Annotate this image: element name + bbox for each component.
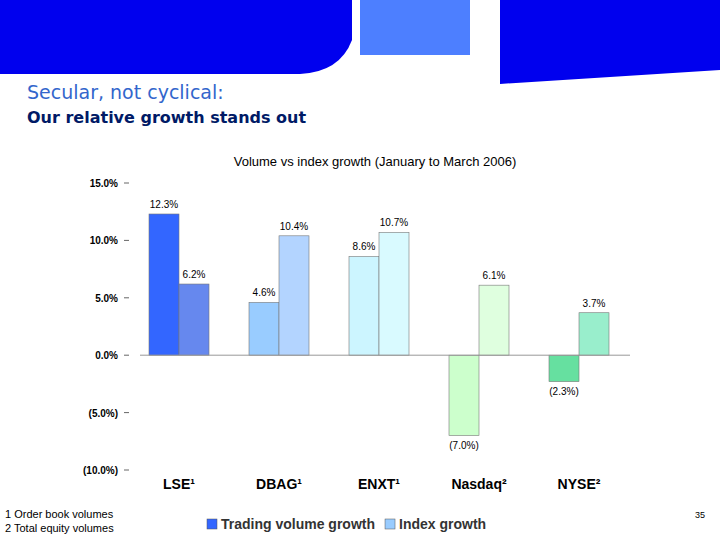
header-shape xyxy=(0,0,352,74)
header-shape xyxy=(500,0,720,84)
footnote: 1 Order book volumes xyxy=(5,508,114,520)
bar xyxy=(149,214,179,355)
category-label: LSE¹ xyxy=(163,476,195,492)
data-label: 8.6% xyxy=(353,241,376,252)
page-number: 35 xyxy=(695,510,705,520)
data-label: (7.0%) xyxy=(449,440,478,451)
data-label: 12.3% xyxy=(150,199,178,210)
y-tick-label: 10.0% xyxy=(90,235,118,246)
data-label: 10.4% xyxy=(280,221,308,232)
slide: Secular, not cyclical: Our relative growt… xyxy=(0,0,720,540)
data-label: 4.6% xyxy=(253,287,276,298)
legend-swatch xyxy=(385,519,395,529)
data-label: 3.7% xyxy=(583,298,606,309)
y-tick xyxy=(124,412,129,413)
heading: Secular, not cyclical: xyxy=(27,81,224,103)
data-label: 10.7% xyxy=(380,217,408,228)
legend-label: Index growth xyxy=(399,516,486,532)
bar xyxy=(279,236,309,355)
bar xyxy=(249,302,279,355)
chart-title: Volume vs index growth (January to March… xyxy=(234,154,517,169)
category-label: Nasdaq² xyxy=(451,476,507,492)
bar xyxy=(579,313,609,355)
y-tick xyxy=(124,240,129,241)
bar xyxy=(479,285,509,355)
y-tick xyxy=(124,183,129,184)
header-shape xyxy=(360,0,470,55)
legend-label: Trading volume growth xyxy=(221,516,375,532)
category-label: DBAG¹ xyxy=(256,476,302,492)
bar xyxy=(379,232,409,355)
y-tick-label: 5.0% xyxy=(95,293,118,304)
bars xyxy=(149,214,609,436)
y-tick xyxy=(124,470,129,471)
footnote: 2 Total equity volumes xyxy=(5,522,114,534)
baseline xyxy=(140,355,630,356)
bar xyxy=(179,284,209,355)
category-label: NYSE² xyxy=(558,476,601,492)
bar xyxy=(349,256,379,355)
y-tick-label: (5.0%) xyxy=(89,408,118,419)
data-label: 6.1% xyxy=(483,270,506,281)
subheading: Our relative growth stands out xyxy=(27,108,306,127)
y-tick xyxy=(124,355,129,356)
data-label: (2.3%) xyxy=(549,386,578,397)
y-tick xyxy=(124,297,129,298)
bar xyxy=(549,355,579,381)
legend-swatch xyxy=(207,519,217,529)
y-tick-label: (10.0%) xyxy=(83,465,118,476)
bar xyxy=(449,355,479,435)
category-label: ENXT¹ xyxy=(358,476,400,492)
y-tick-label: 15.0% xyxy=(90,178,118,189)
y-tick-label: 0.0% xyxy=(95,350,118,361)
data-label: 6.2% xyxy=(183,269,206,280)
